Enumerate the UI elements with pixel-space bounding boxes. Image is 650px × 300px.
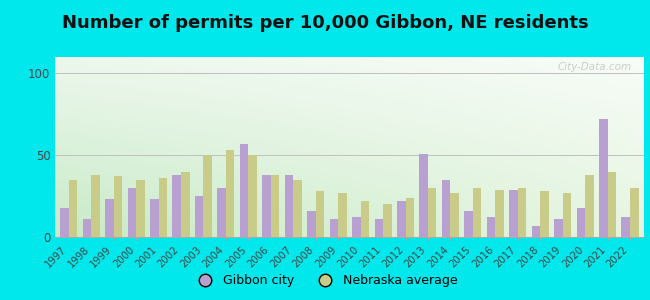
Bar xyxy=(316,191,324,237)
Bar xyxy=(621,218,630,237)
Bar xyxy=(181,172,190,237)
Bar xyxy=(114,176,122,237)
Bar xyxy=(307,211,316,237)
Bar xyxy=(293,180,302,237)
Bar xyxy=(352,218,361,237)
Bar xyxy=(419,154,428,237)
Bar xyxy=(271,175,280,237)
Bar xyxy=(83,219,91,237)
Bar xyxy=(195,196,203,237)
Bar xyxy=(442,180,450,237)
Bar xyxy=(630,188,638,237)
Bar xyxy=(262,175,271,237)
Bar xyxy=(136,180,144,237)
Bar xyxy=(203,155,212,237)
Bar xyxy=(532,226,540,237)
Bar xyxy=(563,193,571,237)
Bar xyxy=(330,219,338,237)
Bar xyxy=(450,193,459,237)
Bar xyxy=(577,208,585,237)
Bar xyxy=(428,188,437,237)
Bar xyxy=(495,190,504,237)
Bar xyxy=(361,201,369,237)
Bar xyxy=(540,191,549,237)
Text: Number of permits per 10,000 Gibbon, NE residents: Number of permits per 10,000 Gibbon, NE … xyxy=(62,14,588,32)
Bar xyxy=(240,144,248,237)
Bar xyxy=(159,178,167,237)
Bar xyxy=(226,150,235,237)
Bar xyxy=(150,200,159,237)
Bar xyxy=(172,175,181,237)
Bar xyxy=(60,208,69,237)
Bar xyxy=(464,211,473,237)
Bar xyxy=(608,172,616,237)
Bar xyxy=(554,219,563,237)
Bar xyxy=(127,188,136,237)
Bar xyxy=(599,119,608,237)
Bar xyxy=(518,188,527,237)
Bar xyxy=(285,175,293,237)
Bar xyxy=(217,188,226,237)
Text: City-Data.com: City-Data.com xyxy=(558,62,632,72)
Bar xyxy=(338,193,346,237)
Bar xyxy=(473,188,482,237)
Bar xyxy=(487,218,495,237)
Legend: Gibbon city, Nebraska average: Gibbon city, Nebraska average xyxy=(188,269,462,292)
Bar xyxy=(406,198,414,237)
Bar xyxy=(91,175,99,237)
Bar xyxy=(69,180,77,237)
Bar xyxy=(105,200,114,237)
Bar xyxy=(585,175,593,237)
Bar xyxy=(397,201,406,237)
Bar xyxy=(248,155,257,237)
Bar xyxy=(383,204,391,237)
Bar xyxy=(509,190,518,237)
Bar xyxy=(374,219,383,237)
